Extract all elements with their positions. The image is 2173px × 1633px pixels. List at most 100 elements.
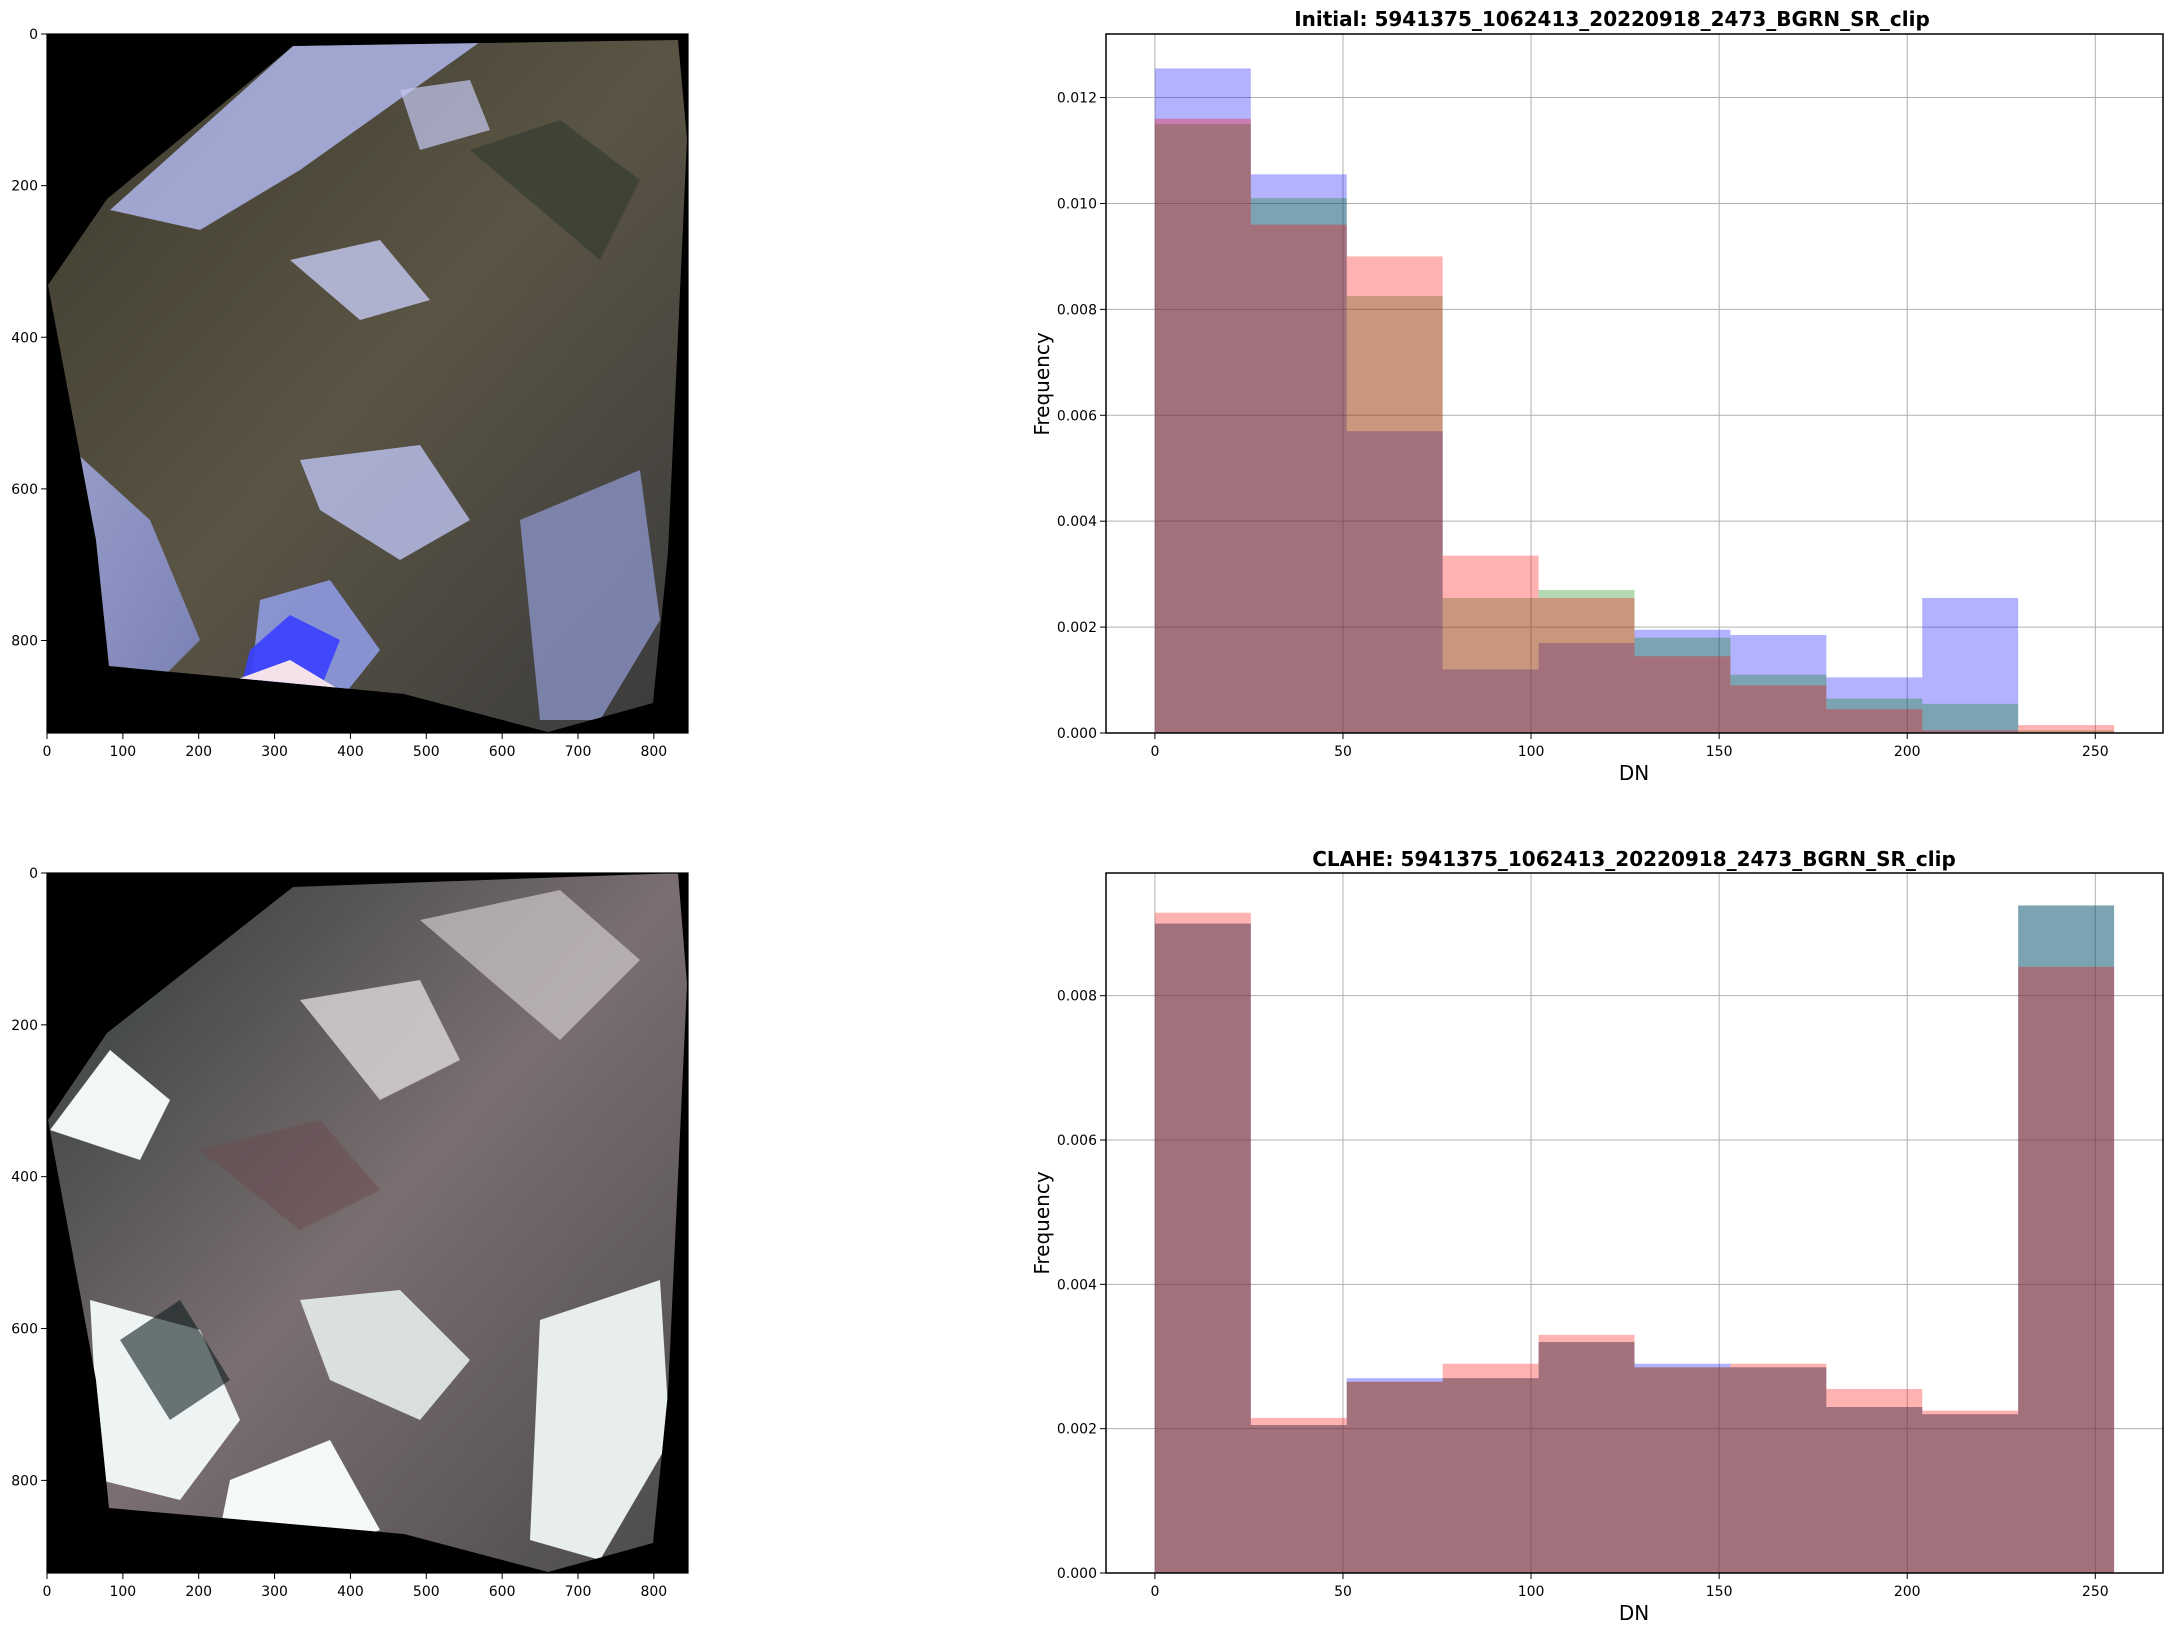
histogram-bar — [1922, 1414, 2019, 1573]
histogram-bar — [1442, 555, 1539, 733]
histogram-bar — [1826, 1407, 1923, 1573]
histogram-bar — [1154, 923, 1251, 1573]
image-frame — [46, 872, 689, 1574]
histogram-bar — [1730, 1363, 1827, 1573]
histogram-bar — [1154, 68, 1251, 733]
histogram-bar — [1634, 1367, 1731, 1573]
histogram-bar — [1730, 685, 1827, 733]
histogram-bar — [1922, 703, 2019, 733]
x-axis-label: DN — [1619, 761, 1649, 785]
histogram-bar — [1346, 1381, 1443, 1573]
histogram-bar — [1634, 656, 1731, 733]
y-tick-label: 800 — [11, 1473, 38, 1489]
histogram-bar — [1154, 118, 1251, 733]
x-tick-label: 250 — [2082, 1584, 2109, 1600]
histogram-bar — [1538, 1334, 1635, 1573]
histogram-bar — [2018, 905, 2115, 1573]
plot-frame — [1105, 33, 2164, 734]
chart-title: Initial: 5941375_1062413_20220918_2473_B… — [1294, 7, 1930, 31]
histogram-bar — [1442, 669, 1539, 733]
x-tick-label: 100 — [109, 1584, 136, 1600]
y-axis-label: Frequency — [1030, 332, 1054, 435]
histogram-bar — [1730, 1367, 1827, 1573]
x-tick-label: 600 — [489, 1584, 516, 1600]
histogram-bar — [1538, 1342, 1635, 1573]
clahe-histogram: CLAHE: 5941375_1062413_20220918_2473_BGR… — [1030, 847, 2164, 1625]
y-tick-label: 600 — [11, 1322, 38, 1338]
x-tick-label: 700 — [565, 744, 592, 760]
histogram-bar — [1826, 1407, 1923, 1573]
y-tick-label: 0.006 — [1057, 1133, 1097, 1149]
grid — [1106, 34, 2163, 734]
histogram-bar — [1922, 597, 2019, 733]
y-tick-label: 0.000 — [1057, 1566, 1097, 1582]
x-tick-label: 0 — [43, 1584, 52, 1600]
x-tick-label: 200 — [1894, 744, 1921, 760]
x-tick-label: 500 — [413, 744, 440, 760]
x-tick-label: 100 — [1518, 744, 1545, 760]
x-tick-label: 400 — [337, 744, 364, 760]
y-tick-label: 200 — [11, 179, 38, 195]
initial-image-panel: 0 100 200 300 400 500 600 700 800 0 200 400 600 800 — [11, 27, 689, 760]
histogram-bar — [1346, 256, 1443, 733]
y-tick-label: 0 — [29, 27, 38, 43]
histogram-bar — [1730, 674, 1827, 733]
histogram-bar — [1442, 1363, 1539, 1573]
y-axis-label: Frequency — [1030, 1171, 1054, 1274]
histogram-bar — [1826, 698, 1923, 733]
x-tick-label: 250 — [2082, 744, 2109, 760]
x-tick-label: 200 — [185, 744, 212, 760]
y-tick-label: 0.008 — [1057, 302, 1097, 318]
image-axes: 0 100 200 300 400 500 600 700 800 0 200 400 600 800 — [11, 866, 667, 1600]
x-tick-label: 200 — [185, 1584, 212, 1600]
histogram-bar — [1538, 597, 1635, 733]
histogram-bar — [1154, 912, 1251, 1573]
y-tick-label: 0.010 — [1057, 196, 1097, 212]
histogram-bar — [1442, 1378, 1539, 1573]
histogram-bar — [1538, 1342, 1635, 1573]
histogram-bar — [1538, 590, 1635, 733]
histogram-bar — [1634, 629, 1731, 733]
x-tick-label: 0 — [43, 744, 52, 760]
histogram-bar — [1346, 1378, 1443, 1573]
histogram-bar — [2018, 966, 2115, 1573]
histogram-bar — [1250, 174, 1347, 734]
x-tick-label: 200 — [1894, 1584, 1921, 1600]
histogram-bar — [1250, 224, 1347, 734]
histogram-bar — [1826, 1388, 1923, 1573]
histogram-bar — [1634, 1367, 1731, 1573]
x-tick-label: 400 — [337, 1584, 364, 1600]
x-tick-label: 150 — [1706, 744, 1733, 760]
image-frame — [46, 33, 689, 734]
y-tick-label: 800 — [11, 634, 38, 650]
tick-labels: 0 50 100 150 200 250 0.000 0.002 0.004 0.006 0.008 — [1057, 989, 2109, 1600]
x-tick-label: 800 — [640, 744, 667, 760]
histogram-bar — [1154, 124, 1251, 734]
histogram-bar — [1730, 1367, 1827, 1573]
x-tick-label: 100 — [109, 744, 136, 760]
histogram-bar — [1346, 296, 1443, 733]
histogram-bar — [2018, 725, 2115, 733]
x-tick-label: 50 — [1334, 744, 1352, 760]
x-tick-label: 700 — [565, 1584, 592, 1600]
x-tick-label: 0 — [1150, 744, 1159, 760]
y-tick-label: 400 — [11, 1170, 38, 1186]
y-tick-label: 0.006 — [1057, 408, 1097, 424]
histogram-bar — [1442, 597, 1539, 733]
histogram-bar — [1634, 1363, 1731, 1573]
histogram-bar — [2018, 730, 2115, 733]
x-tick-label: 150 — [1706, 1584, 1733, 1600]
x-tick-label: 0 — [1150, 1584, 1159, 1600]
histogram-bar — [1922, 1410, 2019, 1573]
histogram-bar — [1730, 635, 1827, 733]
clahe-image-panel: 0 100 200 300 400 500 600 700 800 0 200 400 600 800 — [11, 866, 689, 1600]
y-tick-label: 0.004 — [1057, 1277, 1097, 1293]
histogram-bar — [1442, 1378, 1539, 1573]
y-tick-label: 0.002 — [1057, 1422, 1097, 1438]
histogram-bar — [1250, 1417, 1347, 1573]
x-tick-label: 800 — [640, 1584, 667, 1600]
y-tick-label: 0 — [29, 866, 38, 882]
histogram-bar — [1250, 1425, 1347, 1573]
histogram-bars — [1154, 68, 2115, 734]
